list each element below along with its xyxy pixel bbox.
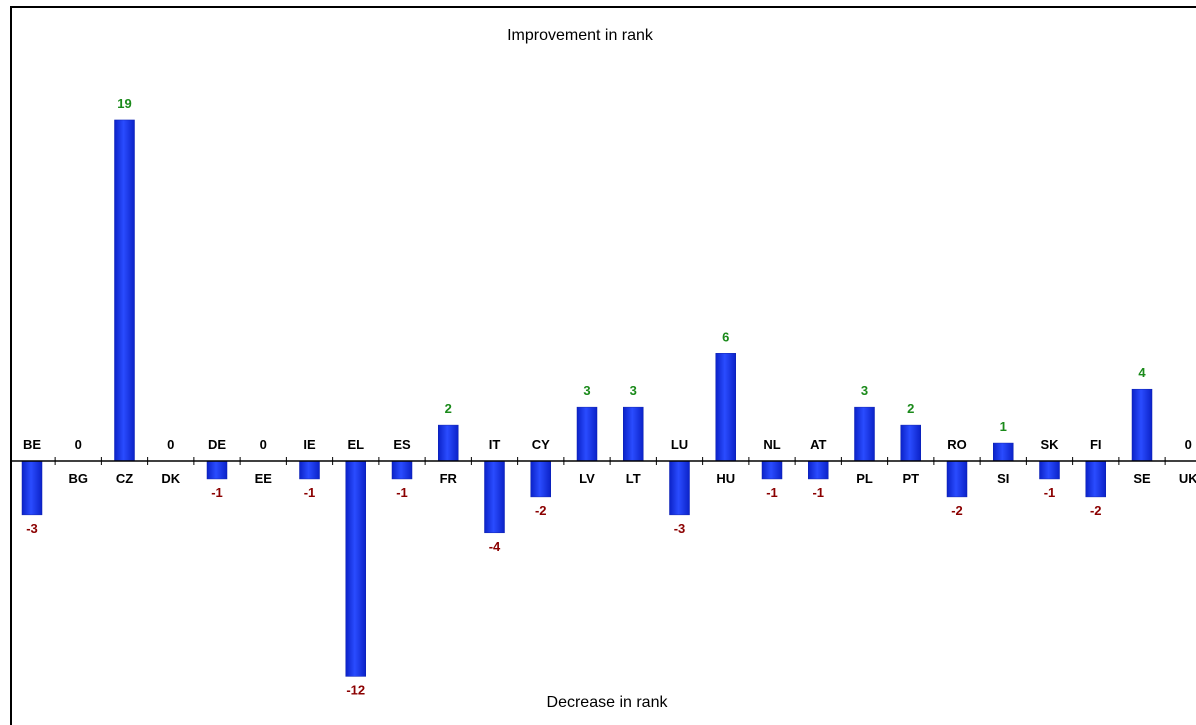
category-label-sk: SK xyxy=(1040,437,1059,452)
category-label-ro: RO xyxy=(947,437,967,452)
bar-sk xyxy=(1039,460,1060,480)
category-label-lt: LT xyxy=(626,471,641,486)
value-label-hu: 6 xyxy=(722,329,729,344)
category-label-it: IT xyxy=(489,437,501,452)
value-label-bg: 0 xyxy=(75,437,82,452)
value-label-se: 4 xyxy=(1138,365,1146,380)
value-label-pt: 2 xyxy=(907,401,914,416)
bar-it xyxy=(484,460,505,534)
category-label-hu: HU xyxy=(716,471,735,486)
category-label-at: AT xyxy=(810,437,826,452)
value-label-es: -1 xyxy=(396,485,408,500)
bar-se xyxy=(1131,388,1153,462)
category-label-nl: NL xyxy=(763,437,780,452)
category-label-de: DE xyxy=(208,437,226,452)
bar-ro xyxy=(946,460,968,498)
bar-hu xyxy=(715,353,736,462)
bar-de xyxy=(206,460,228,480)
category-label-uk: UK xyxy=(1179,471,1196,486)
bar-ie xyxy=(299,460,320,480)
value-label-cy: -2 xyxy=(535,503,547,518)
category-label-fr: FR xyxy=(440,471,458,486)
value-label-el: -12 xyxy=(346,682,365,697)
bar-lu xyxy=(669,460,690,516)
category-label-se: SE xyxy=(1133,471,1151,486)
bar-pt xyxy=(900,424,921,462)
bar-be xyxy=(21,460,43,516)
category-label-lv: LV xyxy=(579,471,595,486)
bar-cz xyxy=(114,119,135,462)
category-label-dk: DK xyxy=(161,471,180,486)
value-label-lu: -3 xyxy=(674,521,686,536)
bar-pl xyxy=(854,406,875,462)
bar-at xyxy=(808,460,829,480)
category-label-pt: PT xyxy=(902,471,919,486)
category-label-lu: LU xyxy=(671,437,688,452)
chart-frame xyxy=(10,6,1196,725)
value-label-lv: 3 xyxy=(583,383,590,398)
value-label-be: -3 xyxy=(26,521,38,536)
category-label-cy: CY xyxy=(532,437,550,452)
value-label-lt: 3 xyxy=(630,383,637,398)
value-label-fi: -2 xyxy=(1090,503,1102,518)
category-label-si: SI xyxy=(997,471,1009,486)
bar-si xyxy=(993,442,1014,462)
value-label-fr: 2 xyxy=(445,401,452,416)
category-label-bg: BG xyxy=(69,471,89,486)
value-label-cz: 19 xyxy=(117,96,131,111)
category-label-cz: CZ xyxy=(116,471,133,486)
bar-es xyxy=(391,460,413,480)
value-label-pl: 3 xyxy=(861,383,868,398)
value-label-si: 1 xyxy=(1000,419,1007,434)
value-label-ie: -1 xyxy=(304,485,316,500)
value-label-ee: 0 xyxy=(260,437,267,452)
bar-el xyxy=(345,460,366,677)
value-label-nl: -1 xyxy=(766,485,778,500)
chart-title-top: Improvement in rank xyxy=(507,27,654,44)
category-label-ie: IE xyxy=(303,437,316,452)
category-label-be: BE xyxy=(23,437,41,452)
category-label-pl: PL xyxy=(856,471,873,486)
value-label-de: -1 xyxy=(211,485,223,500)
category-label-fi: FI xyxy=(1090,437,1102,452)
category-label-el: EL xyxy=(347,437,364,452)
chart-title-bottom: Decrease in rank xyxy=(547,694,669,711)
bar-lt xyxy=(623,406,644,462)
value-label-at: -1 xyxy=(812,485,824,500)
bar-lv xyxy=(576,406,598,462)
value-label-uk: 0 xyxy=(1185,437,1192,452)
value-label-sk: -1 xyxy=(1044,485,1056,500)
bar-nl xyxy=(761,460,783,480)
bar-cy xyxy=(530,460,551,498)
bar-fi xyxy=(1085,460,1106,498)
category-label-ee: EE xyxy=(255,471,273,486)
bar-fr xyxy=(438,424,459,462)
value-label-dk: 0 xyxy=(167,437,174,452)
value-label-ro: -2 xyxy=(951,503,963,518)
category-label-es: ES xyxy=(393,437,411,452)
value-label-it: -4 xyxy=(489,539,501,554)
